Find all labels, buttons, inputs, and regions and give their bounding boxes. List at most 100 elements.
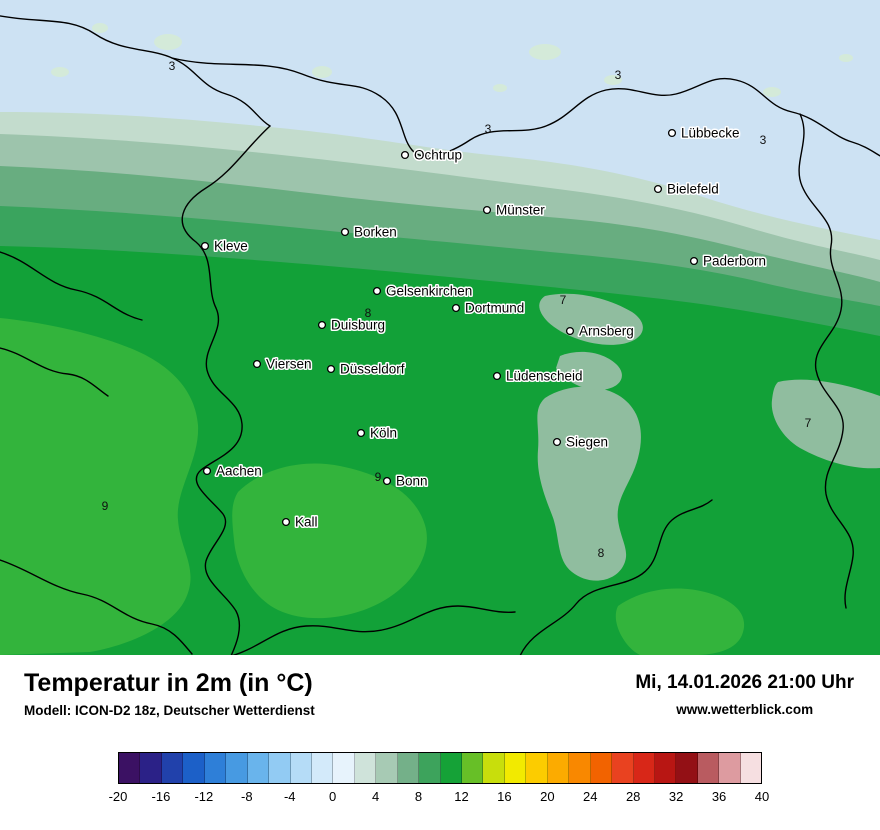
- temp-value-label: 7: [560, 293, 567, 307]
- colorbar-segment: [119, 753, 141, 783]
- city-dot: [317, 320, 327, 330]
- city-label: Viersen: [266, 357, 312, 372]
- city-marker-group: Bielefeld: [653, 180, 720, 198]
- city-label: Kleve: [214, 239, 248, 254]
- city-marker-group: Bonn: [382, 472, 429, 490]
- city-label: Ochtrup: [414, 148, 462, 163]
- colorbar-tick-label: -20: [108, 789, 128, 804]
- footer-right: Mi, 14.01.2026 21:00 Uhr www.wetterblick…: [635, 668, 854, 717]
- city-marker-group: Düsseldorf: [326, 360, 406, 378]
- colorbar-segment: [290, 753, 312, 783]
- city-dot: [653, 184, 663, 194]
- colorbar-segment: [697, 753, 720, 783]
- city-dot: [482, 205, 492, 215]
- temp-value-label: 9: [375, 470, 382, 484]
- colorbar-segment: [440, 753, 462, 783]
- colorbar-tick-label: 8: [414, 789, 423, 804]
- temperature-values-layer: 3 3 3 3 7 8 9 9 7 8: [102, 59, 812, 560]
- city-marker-group: Lüdenscheid: [492, 367, 584, 385]
- colorbar-tick-label: 32: [668, 789, 684, 804]
- temperature-map: 3 3 3 3 7 8 9 9 7 8 Ochtrup Lübbecke Bielefeld Münst…: [0, 0, 880, 655]
- colorbar-segment: [311, 753, 334, 783]
- temp-value-label: 8: [598, 546, 605, 560]
- colorbar-tick-label: 36: [711, 789, 727, 804]
- city-label: Duisburg: [331, 318, 385, 333]
- pale-spots: [51, 23, 853, 97]
- colorbar-segment: [590, 753, 613, 783]
- valid-datetime: Mi, 14.01.2026 21:00 Uhr: [635, 672, 854, 693]
- colorbar-segment: [354, 753, 377, 783]
- colorbar-segment: [376, 753, 398, 783]
- city-marker-group: Köln: [356, 424, 399, 442]
- city-dot: [326, 364, 336, 374]
- city-dot: [372, 286, 382, 296]
- city-marker-group: Lübbecke: [667, 124, 741, 142]
- colorbar-tick-label: -8: [241, 789, 253, 804]
- city-dot: [400, 150, 410, 160]
- map-title: Temperatur in 2m (in °C): [24, 669, 313, 697]
- temperature-colorbar: -20 -16 -12 -8 -4 0 4 8 12 16 20 24 28 32 36 40: [109, 752, 770, 807]
- colorbar-segment: [740, 753, 762, 783]
- city-label: Münster: [496, 203, 545, 218]
- city-marker-group: Siegen: [552, 433, 610, 451]
- colorbar-segment: [419, 753, 441, 783]
- city-marker-group: Arnsberg: [565, 322, 635, 340]
- city-label: Düsseldorf: [340, 362, 405, 377]
- border-lines: [0, 15, 880, 655]
- colorbar-tick-label: 28: [625, 789, 641, 804]
- colorbar-segment: [526, 753, 548, 783]
- colorbar-segment: [719, 753, 741, 783]
- model-info: Modell: ICON-D2 18z, Deutscher Wetterdie…: [24, 703, 315, 718]
- colorbar-segment: [462, 753, 484, 783]
- city-marker-group: Paderborn: [689, 252, 768, 270]
- colorbar-segment: [569, 753, 591, 783]
- city-dot: [281, 517, 291, 527]
- city-dot: [252, 359, 262, 369]
- footer-left: Temperatur in 2m (in °C) Modell: ICON-D2…: [24, 668, 315, 718]
- map-footer: Temperatur in 2m (in °C) Modell: ICON-D2…: [0, 655, 880, 830]
- city-marker-group: Aachen: [202, 462, 263, 480]
- colorbar-tick-label: 24: [583, 789, 598, 804]
- city-dot: [356, 428, 366, 438]
- city-dot: [382, 476, 392, 486]
- city-label: Bonn: [396, 474, 428, 489]
- city-label: Dortmund: [465, 301, 524, 316]
- colorbar-tick-labels: -20 -16 -12 -8 -4 0 4 8 12 16 20 24 28 32 36 40: [109, 789, 770, 807]
- city-label: Arnsberg: [579, 324, 634, 339]
- colorbar-tick-label: -16: [151, 789, 171, 804]
- city-label: Paderborn: [703, 254, 766, 269]
- city-label: Aachen: [216, 464, 262, 479]
- colorbar-segment: [204, 753, 227, 783]
- colorbar-segment: [247, 753, 270, 783]
- city-marker-group: Kleve: [200, 237, 249, 255]
- band-main-green: [0, 246, 880, 655]
- colorbar-tick-label: 40: [754, 789, 770, 804]
- colorbar-segment: [483, 753, 505, 783]
- city-marker-group: Ochtrup: [400, 146, 464, 164]
- city-dot: [565, 326, 575, 336]
- city-markers-layer: Ochtrup Lübbecke Bielefeld Münster Borken Kle…: [200, 124, 768, 531]
- colorbar-tick-label: 4: [371, 789, 380, 804]
- city-dot: [451, 303, 461, 313]
- colorbar-segment: [140, 753, 162, 783]
- city-marker-group: Dortmund: [451, 299, 526, 317]
- colorbar-segment: [183, 753, 205, 783]
- city-label: Kall: [295, 515, 318, 530]
- colorbar-segment: [504, 753, 527, 783]
- colorbar-segment: [633, 753, 655, 783]
- city-dot: [202, 466, 212, 476]
- temp-value-label: 8: [365, 306, 372, 320]
- city-label: Köln: [370, 426, 397, 441]
- city-label: Bielefeld: [667, 182, 719, 197]
- city-marker-group: Borken: [340, 223, 398, 241]
- colorbar-tick-label: 16: [497, 789, 512, 804]
- city-marker-group: Münster: [482, 201, 547, 219]
- colorbar-segment: [547, 753, 570, 783]
- city-label: Lübbecke: [681, 126, 740, 141]
- temp-value-label: 3: [485, 122, 492, 136]
- colorbar-tick-label: 20: [540, 789, 555, 804]
- colorbar-segment: [269, 753, 291, 783]
- colorbar-segment: [612, 753, 634, 783]
- colorbar-segment: [161, 753, 184, 783]
